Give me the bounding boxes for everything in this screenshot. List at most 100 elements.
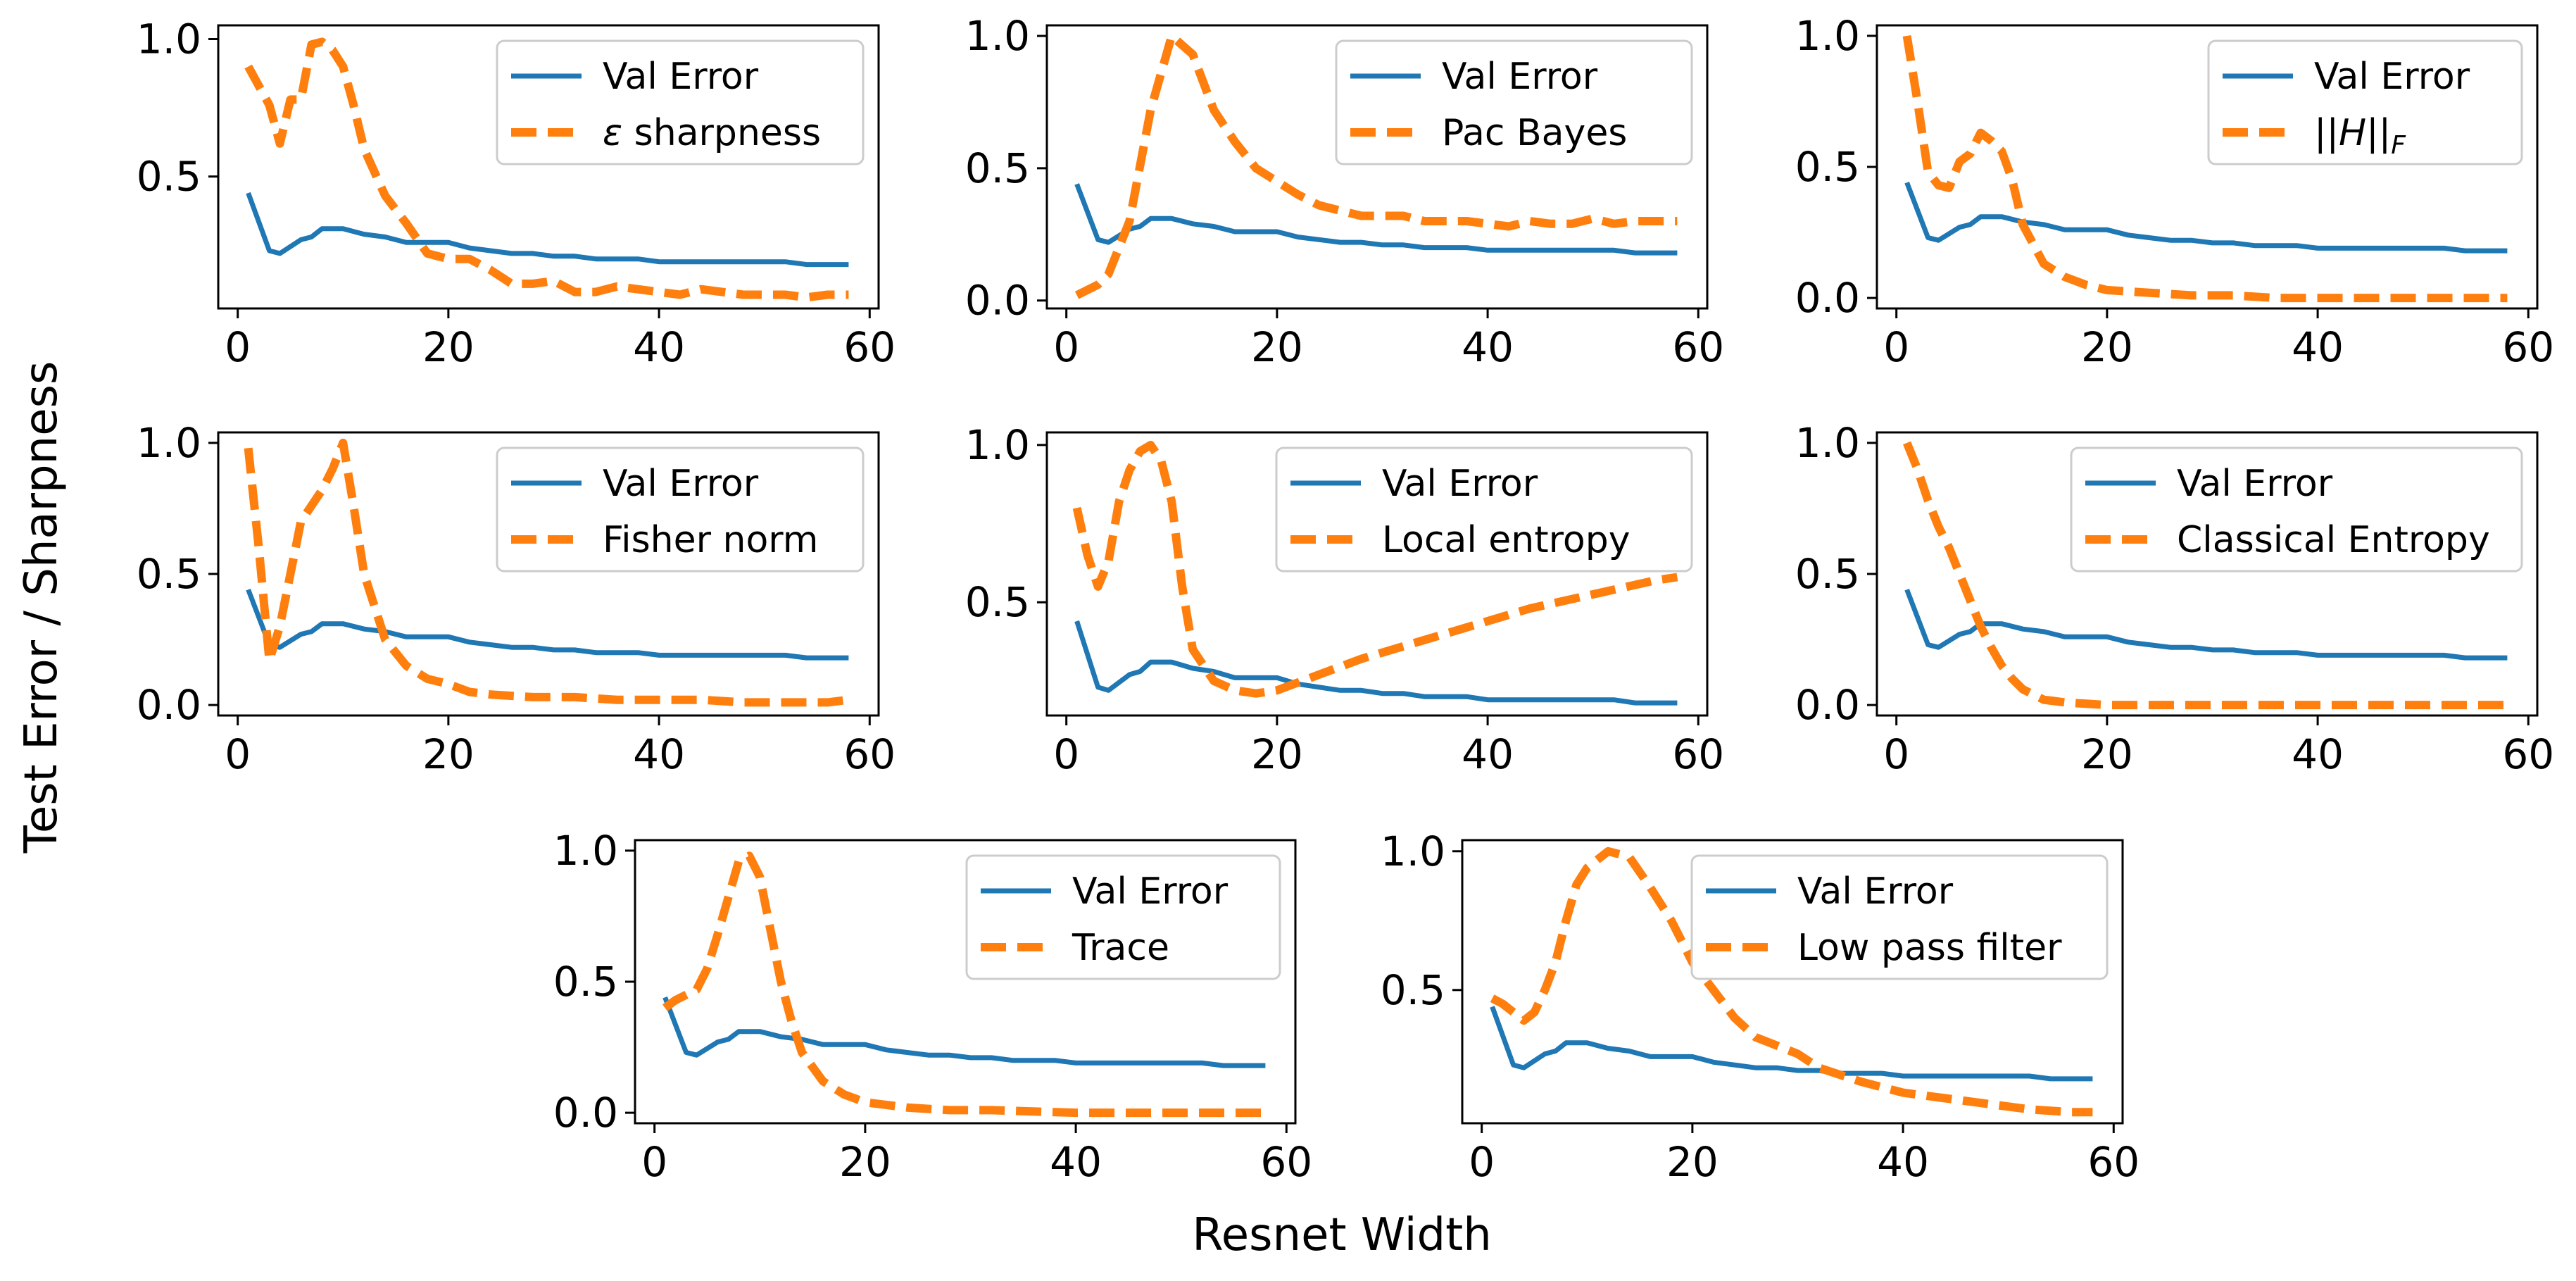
x-tick-label: 60	[2502, 730, 2554, 778]
legend-label: Val Error	[603, 56, 759, 98]
y-tick-label: 1.0	[137, 419, 201, 467]
y-tick-label: 1.0	[137, 15, 201, 63]
legend-label: Val Error	[1382, 463, 1538, 505]
x-tick-label: 20	[2081, 730, 2133, 778]
legend-label: Val Error	[2177, 463, 2333, 505]
legend-label: Trace	[1072, 927, 1169, 969]
sharpness-line	[244, 37, 849, 302]
legend-box	[2207, 39, 2523, 165]
y-tick-label: 0.5	[965, 144, 1030, 192]
y-tick-label: 1.0	[965, 421, 1030, 469]
sharpness-line	[1072, 440, 1678, 698]
y-tick-label: 0.5	[965, 578, 1030, 626]
legend: Val Error Low pass filter	[1690, 854, 2109, 980]
y-tick-label: 0.5	[553, 958, 618, 1006]
x-tick-label: 40	[1050, 1138, 1102, 1186]
y-tick-label: 1.0	[553, 827, 618, 875]
x-tick-label: 40	[1462, 730, 1514, 778]
legend-label: ||H||F	[2314, 112, 2406, 160]
x-tick-label: 40	[1877, 1138, 1929, 1186]
legend: Val Error Trace	[965, 854, 1281, 980]
y-tick-label: 0.5	[137, 550, 201, 598]
val-error-line	[1074, 183, 1678, 256]
panel-7: 0 20 40 60 0.0 0.5 1.0 Val Error Trace	[553, 827, 1312, 1186]
x-tick-label: 60	[1672, 323, 1724, 371]
legend-label: Low pass filter	[1797, 927, 2062, 969]
y-tick-label: 0.0	[965, 277, 1030, 325]
legend-box	[496, 446, 865, 573]
y-tick-label: 0.5	[137, 153, 201, 201]
x-tick-label: 60	[843, 730, 896, 778]
legend-label: Fisher norm	[603, 519, 818, 561]
x-tick-label: 0	[1469, 1138, 1495, 1186]
plot-frame	[1461, 839, 2124, 1125]
x-tick-label: 0	[1053, 730, 1079, 778]
plot-frame	[217, 24, 880, 310]
legend-box	[496, 39, 865, 165]
plot-frame	[1045, 24, 1709, 310]
y-tick-label: 1.0	[965, 12, 1030, 60]
legend-box	[2070, 446, 2523, 573]
legend: Val Error Classical Entropy	[2070, 446, 2523, 573]
legend-label: Classical Entropy	[2177, 519, 2490, 561]
legend: Val Error Local entropy	[1275, 446, 1693, 573]
legend-box	[965, 854, 1281, 980]
legend-label: Val Error	[2314, 56, 2470, 98]
x-tick-label: 60	[1260, 1138, 1312, 1186]
x-tick-label: 60	[2087, 1138, 2140, 1186]
y-tick-label: 0.0	[137, 681, 201, 729]
y-tick-label: 0.0	[553, 1089, 618, 1137]
x-tick-label: 20	[1251, 730, 1303, 778]
legend: Val Error ε sharpness	[496, 39, 865, 165]
x-tick-label: 0	[225, 323, 251, 371]
panel-1: 0 20 40 60 0.5 1.0 Val Error ε sharpness	[137, 15, 896, 371]
legend-box	[1690, 854, 2109, 980]
legend: Val Error Fisher norm	[496, 446, 865, 573]
y-tick-label: 0.0	[1795, 681, 1860, 729]
legend-label: Val Error	[1797, 870, 1954, 913]
panel-5: 0 20 40 60 0.5 1.0 Val Error Local entropy	[965, 421, 1724, 778]
x-tick-label: 40	[2292, 730, 2344, 778]
sharpness-line	[1902, 35, 2508, 303]
x-tick-label: 60	[1672, 730, 1724, 778]
y-tick-label: 0.5	[1381, 966, 1445, 1014]
sharpness-line	[244, 438, 850, 707]
val-error-line	[662, 996, 1266, 1068]
figure-xlabel: Resnet Width	[1192, 1209, 1492, 1261]
legend: Val Error Pac Bayes	[1335, 39, 1693, 165]
x-tick-label: 60	[2502, 323, 2554, 371]
panel-6: 0 20 40 60 0.0 0.5 1.0 Val Error Classical Entro…	[1795, 419, 2554, 778]
y-tick-label: 0.0	[1795, 274, 1860, 322]
x-tick-label: 0	[1053, 323, 1079, 371]
x-tick-label: 20	[422, 323, 475, 371]
x-tick-label: 40	[633, 730, 685, 778]
val-error-line	[1490, 1006, 2093, 1082]
val-error-line	[1904, 589, 2508, 661]
y-tick-label: 0.5	[1795, 550, 1860, 598]
sharpness-line	[662, 851, 1266, 1118]
figure-ylabel: Test Error / Sharpness	[15, 361, 68, 854]
val-error-line	[246, 589, 849, 661]
y-tick-label: 1.0	[1795, 419, 1860, 467]
x-tick-label: 20	[1251, 323, 1303, 371]
x-tick-label: 40	[2292, 323, 2344, 371]
y-tick-label: 0.5	[1795, 143, 1860, 191]
val-error-line	[1074, 620, 1678, 706]
legend-label: Val Error	[603, 463, 759, 505]
panel-4: 0 20 40 60 0.0 0.5 1.0 Val Error Fisher norm	[137, 419, 896, 778]
sharpness-line	[1903, 441, 2508, 710]
x-tick-label: 0	[1883, 730, 1909, 778]
legend-box	[1275, 446, 1693, 573]
legend-label: Local entropy	[1382, 519, 1630, 561]
x-tick-label: 0	[225, 730, 251, 778]
legend-label: Val Error	[1072, 870, 1229, 913]
legend-label: ε sharpness	[603, 112, 821, 154]
x-tick-label: 60	[843, 323, 896, 371]
x-tick-label: 0	[1883, 323, 1909, 371]
sharpness-line	[1074, 32, 1678, 299]
x-tick-label: 20	[1666, 1138, 1719, 1186]
val-error-line	[246, 192, 849, 268]
sharpness-line	[1490, 846, 2093, 1117]
y-tick-label: 1.0	[1381, 827, 1445, 875]
